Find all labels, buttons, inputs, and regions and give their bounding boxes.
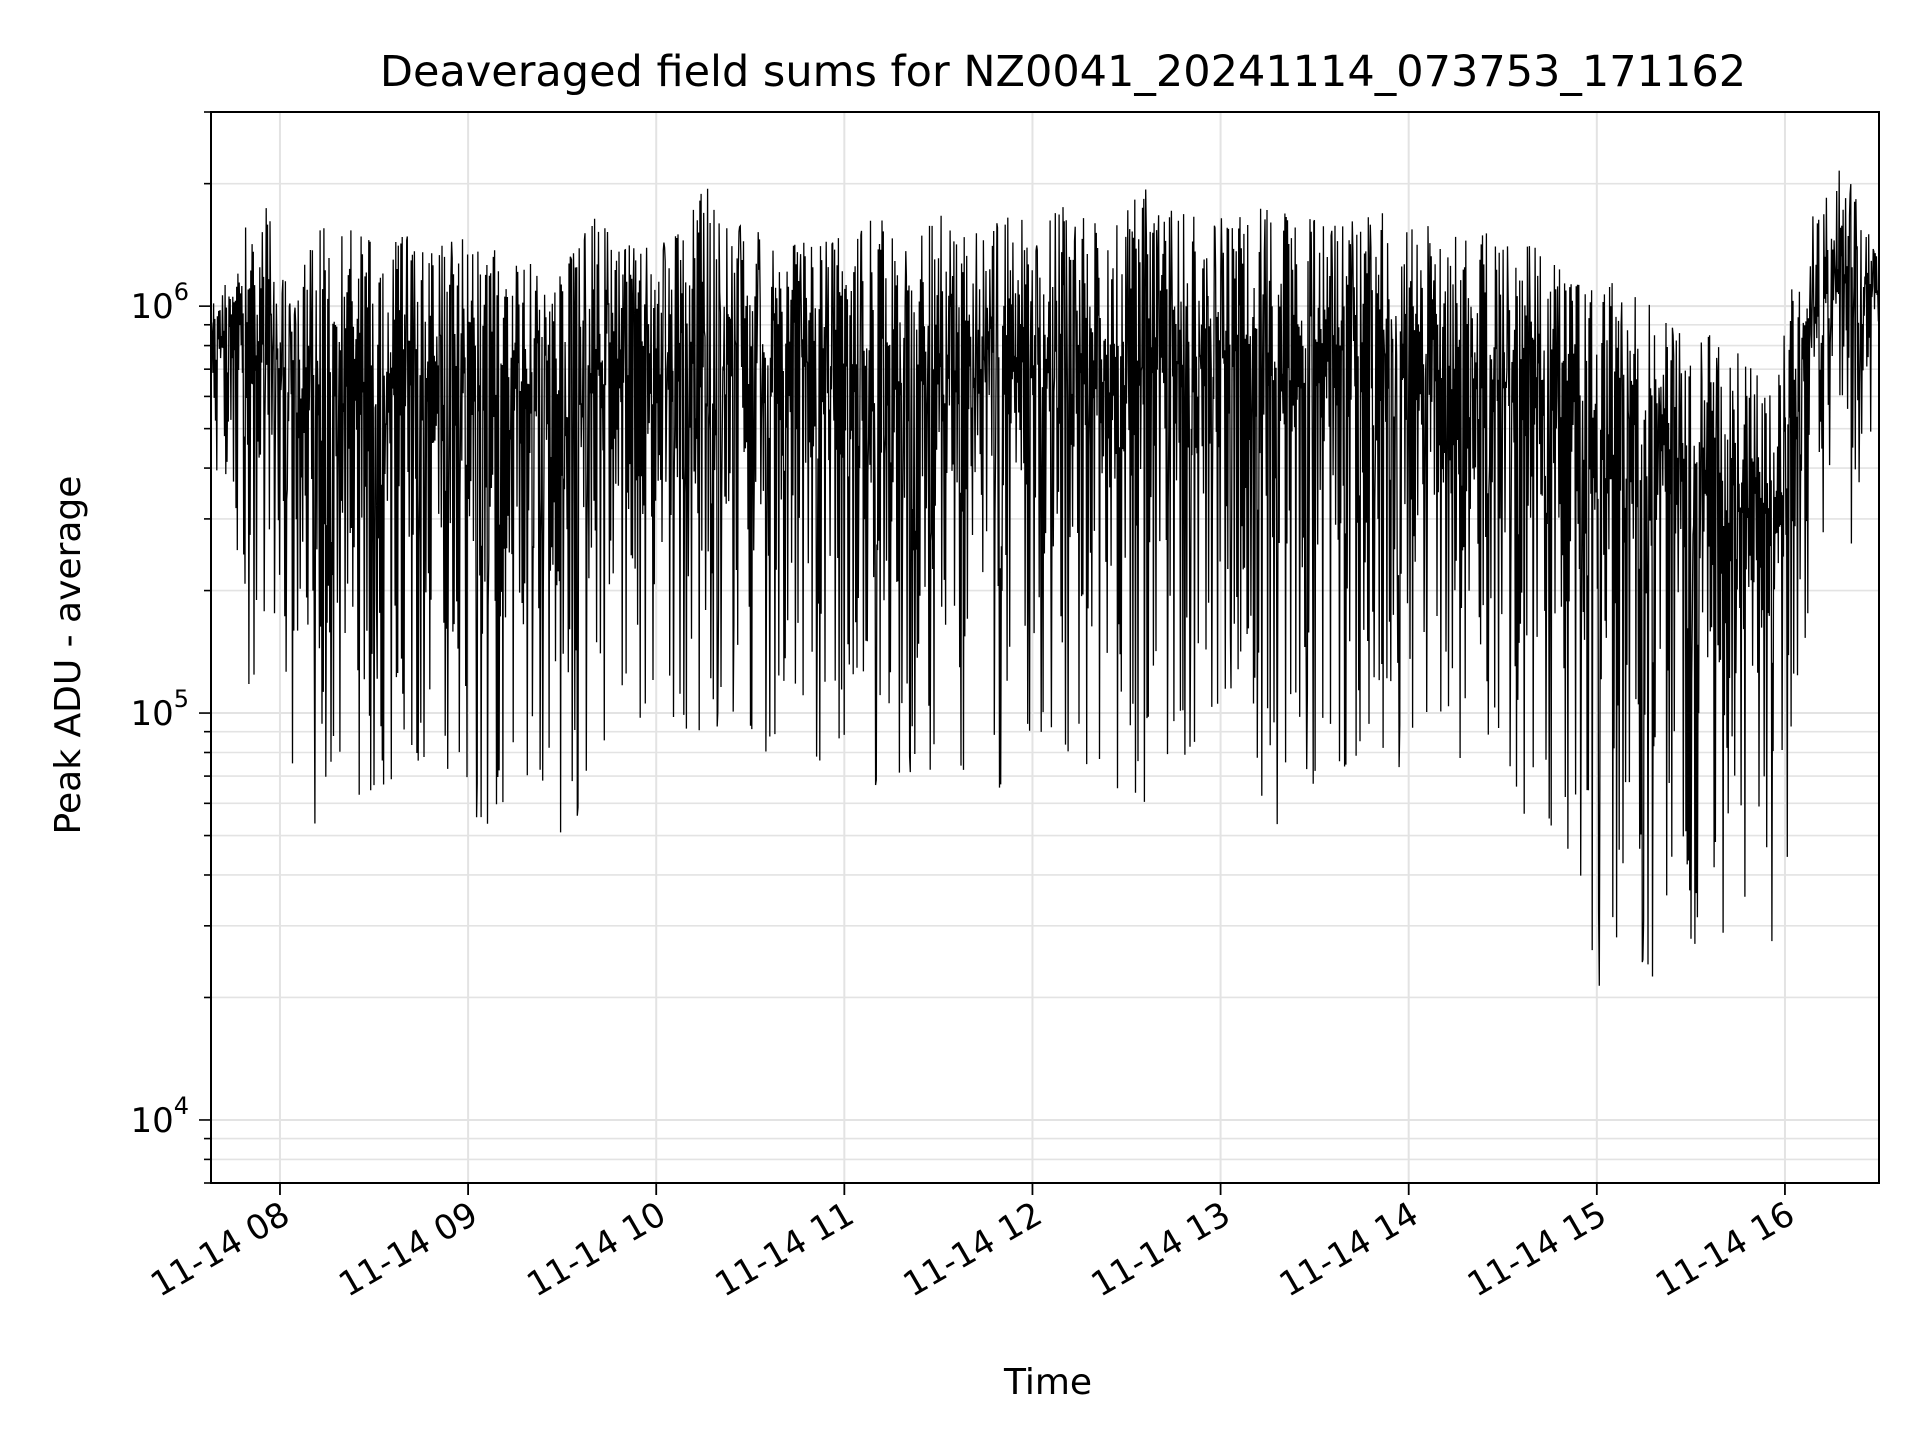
y-axis-label: Peak ADU - average [48, 476, 89, 835]
y-tick-label: 105 [130, 685, 189, 734]
y-tick-base: 10 [130, 287, 173, 327]
x-tick-label: 11-14 16 [1649, 1194, 1801, 1305]
x-tick-label: 11-14 14 [1273, 1194, 1425, 1305]
y-tick-exponent: 5 [174, 685, 189, 713]
x-tick-label: 11-14 10 [520, 1194, 672, 1305]
y-tick-base: 10 [130, 1101, 173, 1141]
y-tick-label: 104 [130, 1092, 189, 1141]
x-tick-label: 11-14 09 [332, 1194, 484, 1305]
x-tick-label: 11-14 12 [897, 1194, 1049, 1305]
x-tick-label: 11-14 11 [708, 1194, 860, 1305]
axes [210, 111, 1880, 1184]
y-tick-label: 106 [130, 278, 189, 327]
x-axis-label: Time [1003, 1362, 1092, 1403]
chart-title: Deaveraged field sums for NZ0041_2024111… [380, 47, 1746, 97]
series-layer [210, 170, 1880, 986]
x-tick-label: 11-14 08 [144, 1194, 296, 1305]
plot-frame [210, 111, 1880, 1184]
series-line [210, 170, 1880, 986]
x-tick-label: 11-14 13 [1085, 1194, 1237, 1305]
y-tick-base: 10 [130, 694, 173, 734]
y-tick-exponent: 4 [174, 1092, 189, 1120]
y-tick-exponent: 6 [174, 278, 189, 306]
x-tick-label: 11-14 15 [1461, 1194, 1613, 1305]
tick-marks [199, 111, 1786, 1195]
